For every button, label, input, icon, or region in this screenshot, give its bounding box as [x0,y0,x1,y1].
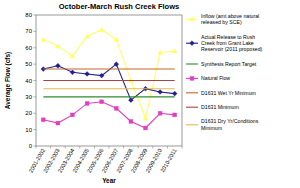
series-line [43,102,174,128]
marker [56,121,60,125]
series-line [43,88,174,89]
x-tick [65,146,66,149]
marker [99,27,104,31]
series-line [43,96,174,97]
legend-marker-shape [190,17,195,21]
marker [71,113,75,117]
y-tick-label: 80 [25,12,32,18]
marker [144,126,148,130]
x-tick [167,146,168,149]
legend-label: D1631 Dry Yr/ConditionsMinimum [201,118,259,130]
x-tick [79,146,80,149]
marker [41,37,46,41]
y-tick-label: 40 [25,78,32,84]
plot-data [41,27,177,130]
x-axis-label: Year [102,177,116,184]
legend-label: D1631 Wet Yr Minimum [201,90,256,96]
marker [70,54,75,58]
x-tick [94,146,95,149]
plot-area [36,15,182,146]
y-tick [34,15,37,16]
marker [85,72,90,77]
legend-marker [190,41,195,46]
marker [70,70,75,75]
marker [158,50,163,54]
y-tick [34,80,37,81]
y-axis-label: Average Flow (cfs) [4,52,12,110]
legend-label: D1631 Minimum [201,104,239,110]
y-tick-label: 10 [25,127,32,133]
marker [158,90,163,95]
y-tick [34,129,37,130]
y-tick-label: 50 [25,61,32,67]
legend-label: Actual Release to RushCreek from Grant L… [201,34,263,53]
marker [172,49,177,53]
y-tick [34,47,37,48]
y-tick-label: 20 [25,110,32,116]
y-tick [34,96,37,97]
y-tick [34,64,37,65]
marker [172,91,177,96]
marker [56,44,61,48]
x-tick [182,146,183,149]
y-tick-label: 60 [25,45,32,51]
series-line [43,64,174,100]
x-tick [50,146,51,149]
title: October-March Rush Creek Flows [59,2,179,11]
legend-swatch [186,92,198,93]
x-tick [138,146,139,149]
marker [129,120,133,124]
x-tick [152,146,153,149]
legend-marker-shape [190,41,195,46]
y-tick-label: 70 [25,28,32,34]
legend-marker [190,17,195,21]
y-tick-label: 30 [25,94,32,100]
marker [114,62,119,67]
legend-swatch [186,124,198,125]
legend-marker-shape [190,76,194,80]
marker [99,73,104,78]
marker [100,100,104,104]
marker [56,63,61,68]
legend-swatch [186,63,198,64]
marker [129,98,134,103]
y-tick [34,31,37,32]
series-line [43,80,174,81]
marker [114,106,118,110]
series-line [43,68,174,69]
y-tick [34,113,37,114]
x-tick [123,146,124,149]
y-tick [34,146,37,147]
marker [85,102,89,106]
legend-marker [190,76,194,80]
y-tick-label: 0 [29,143,33,149]
marker [173,113,177,117]
marker [143,116,148,120]
x-tick [36,146,37,149]
legend-label: Natural Flow [201,75,230,81]
marker [114,37,119,41]
marker [85,34,90,38]
marker [41,118,45,122]
marker [158,111,162,115]
legend-label: Synthesis Report Target [201,61,257,67]
x-tick-label: 2010-2011 [159,148,177,174]
legend: Inflow (amt above naturalreleased by SCE… [186,13,263,131]
legend-swatch [186,107,198,108]
x-tick [109,146,110,149]
legend-label: Inflow (amt above naturalreleased by SCE… [201,13,259,25]
chart: October-March Rush Creek Flows 0 10 20 30 40 5… [0,0,300,188]
